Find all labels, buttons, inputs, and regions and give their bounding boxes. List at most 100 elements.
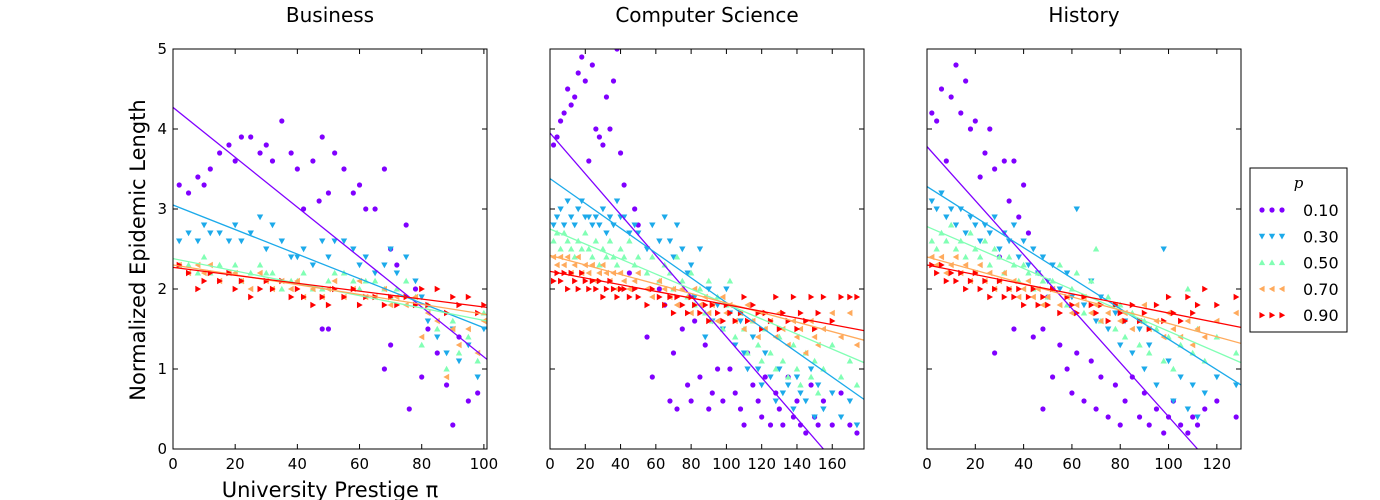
data-point xyxy=(807,366,815,373)
data-point xyxy=(1001,158,1007,164)
data-point xyxy=(626,293,633,301)
data-point xyxy=(550,237,557,244)
panel-1: Computer Science 0 20 40 60 80 100 120 140 160 xyxy=(545,3,865,473)
data-point xyxy=(1001,269,1007,277)
data-point xyxy=(635,269,641,277)
data-point xyxy=(967,214,974,221)
data-point xyxy=(1006,198,1012,204)
data-point xyxy=(294,166,300,172)
data-point xyxy=(1129,325,1135,333)
data-point xyxy=(811,357,818,364)
data-point xyxy=(934,118,940,124)
legend-label: 0.90 xyxy=(1303,306,1339,325)
data-point xyxy=(793,374,801,381)
trend-line xyxy=(173,264,487,316)
data-point xyxy=(754,341,762,348)
data-point xyxy=(443,365,450,372)
legend-marker xyxy=(1269,207,1275,213)
data-point xyxy=(419,285,425,293)
data-point xyxy=(443,373,450,381)
x-tick-label: 60 xyxy=(350,455,369,473)
trend-line xyxy=(927,186,1241,386)
data-point xyxy=(1112,325,1119,332)
data-point xyxy=(256,261,264,268)
data-point xyxy=(811,333,818,341)
trend-line xyxy=(173,204,487,330)
data-point xyxy=(1093,309,1100,317)
data-point xyxy=(1016,285,1022,293)
data-point xyxy=(982,150,988,156)
data-point xyxy=(238,277,245,285)
data-point xyxy=(1068,309,1075,317)
data-point xyxy=(586,285,593,293)
data-point xyxy=(732,333,739,340)
x-tick-label: 80 xyxy=(412,455,431,473)
data-point xyxy=(393,285,401,292)
data-point xyxy=(649,253,656,260)
data-point xyxy=(790,406,797,413)
data-point xyxy=(350,190,356,196)
x-tick-label: 20 xyxy=(576,455,595,473)
y-tick-label: 4 xyxy=(157,120,167,138)
data-point xyxy=(838,293,845,301)
data-point xyxy=(670,309,677,317)
data-point xyxy=(294,254,301,261)
data-point xyxy=(560,222,568,229)
data-point xyxy=(596,222,603,229)
data-point xyxy=(350,246,357,253)
data-point xyxy=(656,286,662,292)
data-point xyxy=(560,261,567,269)
data-point xyxy=(709,301,716,309)
data-point xyxy=(1153,301,1160,309)
data-point xyxy=(247,285,254,293)
data-point xyxy=(263,246,270,253)
data-point xyxy=(455,349,463,356)
data-point xyxy=(550,277,557,285)
data-point xyxy=(557,245,564,252)
data-point xyxy=(1080,309,1088,316)
data-point xyxy=(238,238,245,245)
data-point xyxy=(992,285,998,293)
data-point xyxy=(1184,406,1192,413)
data-point xyxy=(755,398,761,404)
data-point xyxy=(1232,382,1240,389)
data-point xyxy=(568,102,574,108)
data-point xyxy=(759,414,765,420)
data-point xyxy=(434,285,441,293)
data-point xyxy=(972,245,979,252)
data-point xyxy=(1010,222,1018,229)
data-point xyxy=(626,285,632,293)
trend-line xyxy=(173,266,487,309)
data-point xyxy=(981,237,989,244)
axes-frame xyxy=(172,48,488,450)
data-point xyxy=(1170,309,1177,317)
axes-frame xyxy=(549,48,865,450)
data-point xyxy=(424,309,431,317)
data-point xyxy=(603,285,610,293)
data-point xyxy=(185,230,192,237)
data-point xyxy=(596,261,603,268)
legend-marker xyxy=(1268,285,1275,293)
data-point xyxy=(754,333,761,341)
data-point xyxy=(1056,261,1064,268)
data-point xyxy=(325,301,332,309)
data-point xyxy=(776,406,782,412)
data-point xyxy=(434,325,441,332)
data-point xyxy=(1112,301,1119,309)
data-point xyxy=(572,94,578,100)
data-point xyxy=(740,325,747,333)
data-point xyxy=(705,277,712,284)
data-point xyxy=(1050,374,1056,380)
data-point xyxy=(325,277,332,284)
data-point xyxy=(758,357,765,364)
data-point xyxy=(402,254,410,261)
data-point xyxy=(1178,317,1184,325)
data-point xyxy=(750,301,757,309)
data-point xyxy=(225,238,233,245)
data-point xyxy=(706,406,712,412)
data-point xyxy=(263,142,269,148)
data-point xyxy=(829,390,836,397)
data-point xyxy=(1039,301,1046,309)
data-point xyxy=(829,309,835,317)
data-point xyxy=(387,301,394,309)
